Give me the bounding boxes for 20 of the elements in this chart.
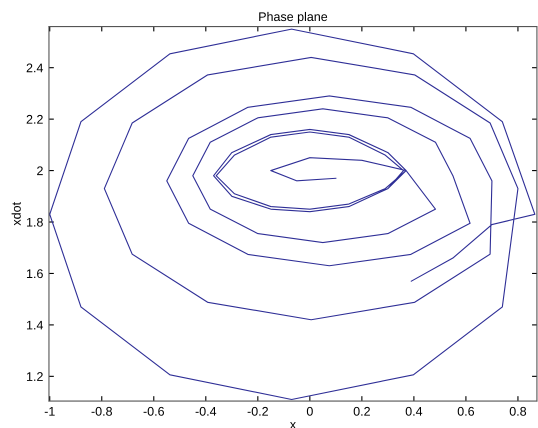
chart-title: Phase plane xyxy=(259,12,328,24)
y-tick-label: 1.6 xyxy=(26,269,43,278)
x-tick-label: -0.6 xyxy=(144,406,164,416)
y-tick-label: 2.2 xyxy=(26,114,43,124)
y-tick-label: 1.8 xyxy=(26,218,43,227)
x-tick-label: -1 xyxy=(44,407,55,416)
x-tick-label: 0.8 xyxy=(510,406,526,416)
y-tick-label: 1.2 xyxy=(26,372,43,381)
x-tick-label: 0.2 xyxy=(354,406,370,416)
x-tick-label: 0 xyxy=(306,406,313,416)
line-series xyxy=(49,28,536,400)
x-tick-label: -0.8 xyxy=(92,406,112,416)
y-tick-label: 1.4 xyxy=(26,320,44,330)
x-tick-label: 0.6 xyxy=(458,406,474,416)
x-tick-label: -0.4 xyxy=(196,406,216,416)
y-tick-label: 2.4 xyxy=(26,63,44,72)
y-tick-label: 2 xyxy=(37,166,43,176)
x-tick-label: -0.2 xyxy=(248,406,268,416)
x-tick-label: 0.4 xyxy=(406,406,422,416)
y-axis-title: xdot xyxy=(12,202,21,226)
